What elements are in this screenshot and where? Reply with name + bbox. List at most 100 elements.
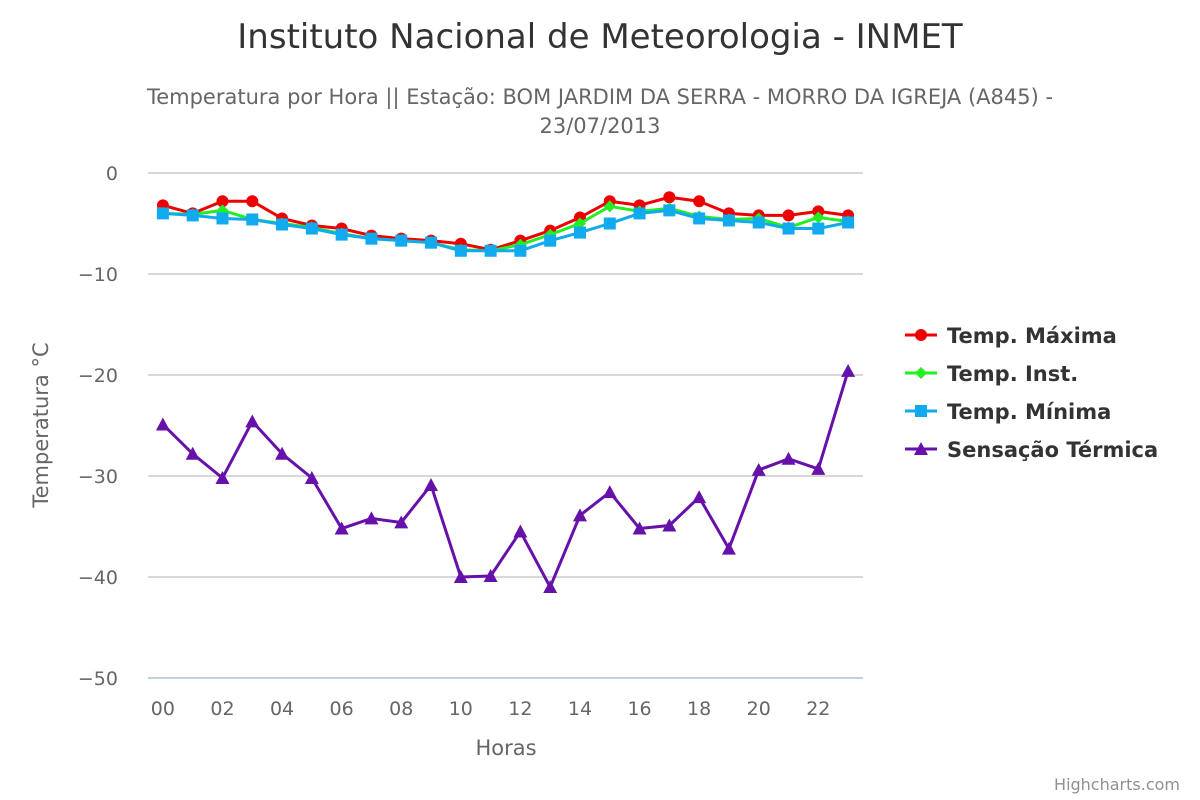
data-point[interactable] [365, 232, 378, 245]
x-tick-label: 14 [568, 698, 592, 720]
series-line [162, 195, 849, 252]
data-point[interactable] [782, 222, 795, 235]
data-point[interactable] [424, 478, 439, 492]
data-point[interactable] [782, 209, 795, 222]
credits-link[interactable]: Highcharts.com [1054, 775, 1180, 794]
legend-marker [915, 405, 927, 417]
data-point[interactable] [842, 216, 855, 229]
data-point[interactable] [572, 508, 587, 522]
data-point[interactable] [693, 195, 706, 208]
x-tick-label: 12 [508, 698, 532, 720]
data-point[interactable] [543, 580, 558, 594]
data-point[interactable] [811, 461, 826, 475]
data-point[interactable] [573, 217, 586, 230]
series-1 [156, 200, 855, 257]
data-point[interactable] [425, 236, 438, 249]
data-point[interactable] [692, 490, 707, 504]
data-point[interactable] [245, 414, 260, 428]
data-point[interactable] [304, 471, 319, 484]
data-point[interactable] [216, 212, 229, 225]
data-point[interactable] [394, 515, 409, 529]
legend-label: Temp. Mínima [947, 400, 1111, 424]
data-point[interactable] [514, 244, 527, 257]
data-point[interactable] [602, 485, 617, 499]
series-0 [156, 191, 855, 256]
data-point[interactable] [276, 218, 289, 231]
data-point[interactable] [185, 446, 200, 460]
legend-label: Sensação Térmica [947, 438, 1158, 462]
x-axis-ticks: 00 02 04 06 08 10 12 14 16 18 20 22 [151, 698, 831, 720]
y-tick-label: −20 [78, 365, 118, 387]
y-axis-ticks: 0 −10 −20 −30 −40 −50 [78, 163, 118, 690]
x-tick-label: 08 [389, 698, 413, 720]
data-point[interactable] [483, 568, 498, 582]
legend-marker [915, 329, 927, 341]
x-tick-label: 02 [210, 698, 234, 720]
x-tick-label: 04 [270, 698, 294, 720]
data-point[interactable] [752, 216, 765, 229]
y-tick-label: −50 [78, 668, 118, 690]
legend-item[interactable]: Sensação Térmica [905, 438, 1158, 462]
series-layer [155, 191, 856, 594]
x-tick-label: 22 [806, 698, 830, 720]
data-point[interactable] [395, 234, 408, 247]
data-point[interactable] [544, 234, 557, 247]
data-point[interactable] [663, 204, 676, 217]
data-point[interactable] [812, 222, 825, 235]
data-point[interactable] [186, 209, 199, 222]
x-tick-label: 00 [151, 698, 175, 720]
data-point[interactable] [246, 213, 259, 226]
x-tick-label: 10 [449, 698, 473, 720]
legend-item[interactable]: Temp. Inst. [905, 362, 1078, 386]
data-point[interactable] [155, 417, 170, 431]
data-point[interactable] [722, 214, 735, 227]
data-point[interactable] [156, 207, 169, 220]
legend-item[interactable]: Temp. Máxima [905, 324, 1117, 348]
data-point[interactable] [721, 541, 736, 555]
data-point[interactable] [603, 217, 616, 230]
legend-label: Temp. Máxima [947, 324, 1117, 348]
y-tick-label: −10 [78, 264, 118, 286]
data-point[interactable] [841, 363, 856, 377]
data-point[interactable] [453, 570, 468, 583]
y-tick-label: 0 [106, 163, 118, 185]
series-2 [156, 204, 855, 257]
data-point[interactable] [364, 511, 379, 525]
series-line [161, 370, 850, 589]
y-tick-label: −40 [78, 567, 118, 589]
x-tick-label: 16 [627, 698, 651, 720]
data-point[interactable] [513, 524, 528, 538]
data-point[interactable] [334, 521, 349, 535]
data-point[interactable] [662, 518, 677, 532]
data-point[interactable] [633, 207, 646, 220]
data-point[interactable] [275, 446, 290, 460]
data-point[interactable] [454, 244, 467, 257]
series-3 [155, 363, 856, 594]
data-point[interactable] [573, 226, 586, 239]
data-point[interactable] [663, 191, 676, 204]
data-point[interactable] [335, 228, 348, 241]
data-point[interactable] [812, 205, 825, 218]
data-point[interactable] [812, 211, 825, 224]
legend[interactable]: Temp. Máxima Temp. Inst. Temp. Mínima Sensa… [905, 324, 1158, 462]
data-point[interactable] [484, 244, 497, 257]
y-tick-label: −30 [78, 466, 118, 488]
data-point[interactable] [632, 521, 647, 535]
legend-marker [914, 442, 928, 455]
data-point[interactable] [603, 200, 616, 213]
x-axis-title: Horas [475, 736, 536, 760]
data-point[interactable] [693, 212, 706, 225]
data-point[interactable] [781, 451, 796, 465]
data-point[interactable] [751, 462, 766, 476]
data-point[interactable] [246, 195, 259, 208]
legend-marker [915, 367, 927, 379]
legend-item[interactable]: Temp. Mínima [905, 400, 1111, 424]
gridlines [148, 172, 863, 679]
y-axis-title: Temperatura °C [29, 342, 53, 508]
data-point[interactable] [305, 222, 318, 235]
data-point[interactable] [215, 471, 230, 484]
data-point[interactable] [216, 195, 229, 208]
legend-label: Temp. Inst. [947, 362, 1078, 386]
x-tick-label: 18 [687, 698, 711, 720]
